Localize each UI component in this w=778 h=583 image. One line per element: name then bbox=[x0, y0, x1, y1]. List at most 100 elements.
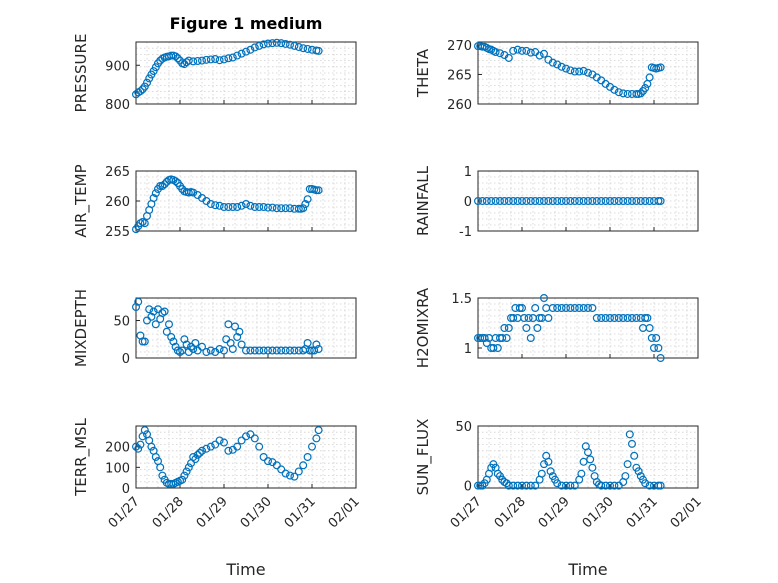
data-point bbox=[268, 203, 277, 212]
data-point bbox=[259, 203, 268, 212]
data-point bbox=[198, 56, 207, 65]
data-point bbox=[526, 197, 535, 206]
y-tick-label: -1 bbox=[459, 225, 472, 240]
data-point bbox=[202, 55, 211, 64]
data-point bbox=[522, 324, 531, 333]
data-point bbox=[557, 481, 566, 490]
data-point bbox=[535, 197, 544, 206]
x-tick-label: 01/29 bbox=[536, 494, 573, 531]
data-point bbox=[158, 309, 167, 318]
data-point bbox=[182, 467, 191, 476]
data-point bbox=[496, 49, 505, 58]
data-point bbox=[171, 177, 180, 186]
data-point bbox=[643, 314, 652, 323]
panel-sun-flux: 0 50 01/27 01/28 01/29 01/30 01/31 02/01 SUN_FLU… bbox=[414, 419, 705, 532]
data-point bbox=[145, 74, 154, 83]
data-point bbox=[513, 197, 522, 206]
x-tick-label: 02/01 bbox=[326, 494, 363, 531]
data-point bbox=[500, 324, 509, 333]
data-point bbox=[136, 440, 145, 449]
data-point bbox=[553, 60, 562, 69]
data-point bbox=[517, 481, 526, 490]
data-point bbox=[206, 55, 215, 64]
data-point bbox=[134, 444, 143, 453]
data-point bbox=[641, 197, 650, 206]
data-point bbox=[513, 314, 522, 323]
data-point bbox=[592, 197, 601, 206]
data-point bbox=[211, 55, 220, 64]
data-point bbox=[634, 467, 643, 476]
data-point bbox=[522, 46, 531, 55]
data-point bbox=[509, 314, 518, 323]
data-point bbox=[575, 304, 584, 313]
data-point bbox=[220, 55, 229, 64]
data-point bbox=[539, 197, 548, 206]
data-point bbox=[233, 51, 242, 60]
data-point bbox=[140, 337, 149, 346]
data-point bbox=[169, 337, 178, 346]
data-point bbox=[526, 48, 535, 57]
data-point bbox=[577, 469, 586, 478]
data-point bbox=[136, 87, 145, 96]
data-point bbox=[182, 340, 191, 349]
y-tick-label: 1 bbox=[464, 165, 472, 180]
x-tick-label: 01/29 bbox=[194, 494, 231, 531]
data-point bbox=[189, 57, 198, 66]
data-point bbox=[272, 38, 281, 47]
data-point bbox=[583, 68, 592, 77]
data-point bbox=[480, 334, 489, 343]
data-point bbox=[579, 457, 588, 466]
y-tick-label: 1 bbox=[464, 342, 472, 357]
data-point bbox=[649, 344, 658, 353]
data-point bbox=[173, 54, 182, 63]
y-axis-label: THETA bbox=[414, 48, 432, 98]
data-point bbox=[623, 89, 632, 98]
data-point bbox=[211, 440, 220, 449]
data-point bbox=[206, 442, 215, 451]
data-point bbox=[496, 197, 505, 206]
data-point bbox=[149, 307, 158, 316]
data-point bbox=[233, 442, 242, 451]
panel-pressure: 800 900 PRESSURE bbox=[72, 34, 357, 113]
data-point bbox=[294, 467, 303, 476]
data-point bbox=[623, 314, 632, 323]
data-point bbox=[167, 51, 176, 60]
data-point bbox=[312, 186, 321, 195]
data-point bbox=[294, 43, 303, 52]
data-point bbox=[478, 481, 487, 490]
data-point bbox=[242, 47, 251, 56]
data-point bbox=[220, 346, 229, 355]
data-point bbox=[504, 197, 513, 206]
axes-frame bbox=[477, 297, 699, 359]
data-point bbox=[509, 481, 518, 490]
data-point bbox=[588, 197, 597, 206]
data-point bbox=[237, 49, 246, 58]
data-point bbox=[198, 342, 207, 351]
data-point bbox=[189, 188, 198, 197]
data-point bbox=[286, 346, 295, 355]
data-point bbox=[301, 200, 310, 209]
data-point bbox=[605, 197, 614, 206]
data-point bbox=[656, 481, 665, 490]
data-point bbox=[286, 471, 295, 480]
data-point bbox=[134, 297, 143, 306]
data-point bbox=[625, 430, 634, 439]
data-point bbox=[272, 204, 281, 213]
data-point bbox=[255, 346, 264, 355]
data-point bbox=[277, 39, 286, 48]
data-point bbox=[493, 344, 502, 353]
data-point bbox=[228, 203, 237, 212]
y-tick-label: 900 bbox=[105, 59, 130, 74]
data-point bbox=[566, 66, 575, 75]
data-point bbox=[548, 58, 557, 67]
axes-frame bbox=[477, 425, 699, 489]
data-point bbox=[570, 304, 579, 313]
data-point bbox=[264, 457, 273, 466]
y-axis-label: H2OMIXRA bbox=[414, 287, 432, 368]
data-point bbox=[557, 197, 566, 206]
y-axis-label: RAINFALL bbox=[414, 165, 432, 236]
data-point bbox=[242, 432, 251, 441]
data-point bbox=[290, 472, 299, 481]
data-point bbox=[623, 460, 632, 469]
